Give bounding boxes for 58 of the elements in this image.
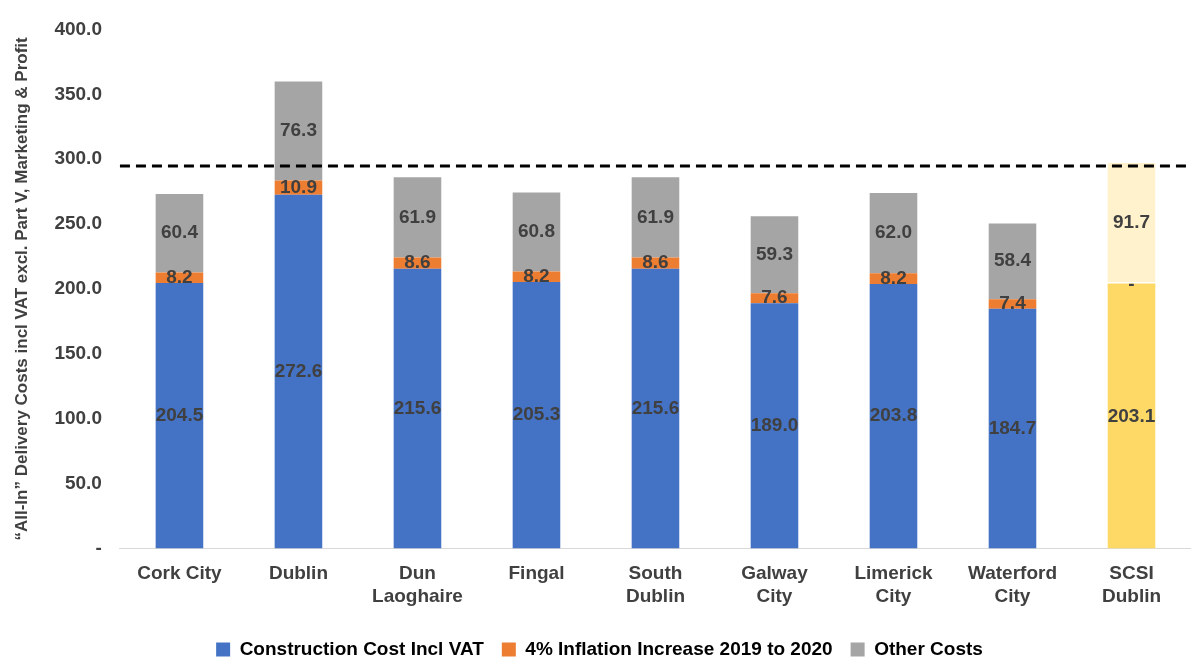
data-label: 59.3	[755, 243, 793, 265]
data-label: 60.4	[160, 221, 199, 243]
bar	[1107, 284, 1156, 549]
data-label: 8.6	[404, 251, 431, 273]
y-tick-label: 250.0	[54, 212, 102, 234]
data-label: 215.6	[393, 396, 442, 418]
x-tick-label: Galway City	[741, 562, 809, 606]
data-label: 272.6	[274, 359, 323, 381]
legend-label: 4% Inflation Increase 2019 to 2020	[525, 637, 833, 659]
y-tick-label: -	[95, 536, 102, 558]
data-label: 203.1	[1107, 404, 1156, 426]
data-label: 58.4	[994, 249, 1032, 271]
data-label: 189.0	[750, 414, 799, 436]
data-label: 91.7	[1113, 210, 1150, 232]
y-tick-label: 300.0	[54, 147, 102, 169]
data-label: 8.2	[523, 264, 550, 286]
bar	[274, 194, 323, 549]
y-tick-label: 350.0	[54, 82, 102, 104]
data-label: 8.2	[880, 266, 907, 288]
bar	[274, 81, 323, 181]
data-label: 184.7	[988, 416, 1037, 438]
data-label: 7.6	[761, 286, 788, 308]
x-tick-label: Limerick City	[854, 562, 933, 606]
bar	[988, 308, 1037, 549]
data-label: 203.8	[869, 404, 918, 426]
x-tick-label: Dun Laoghaire	[372, 562, 463, 606]
bar	[155, 283, 204, 549]
x-tick-label: Fingal	[508, 562, 565, 584]
data-label: 60.8	[517, 220, 555, 242]
y-tick-label: 200.0	[54, 277, 102, 299]
data-label: 62.0	[874, 221, 912, 243]
bar	[512, 282, 561, 549]
x-tick-label: Waterford City	[967, 562, 1058, 606]
data-label: 61.9	[636, 205, 674, 227]
y-tick-label: 50.0	[64, 471, 102, 493]
legend-label: Other Costs	[874, 637, 983, 659]
x-tick-label: Dublin	[268, 562, 329, 584]
data-label: 8.6	[642, 251, 669, 273]
bar	[750, 303, 799, 549]
x-tick-label: South Dublin	[625, 562, 686, 606]
x-tick-label: Cork City	[137, 562, 223, 584]
data-label: 76.3	[279, 119, 317, 141]
data-label: 8.2	[166, 265, 193, 287]
data-label: 205.3	[512, 403, 561, 425]
y-axis-title: “All-In” Delivery Costs incl VAT excl. Part V, Marketing & Profit	[11, 36, 31, 541]
legend-label: Construction Cost Incl VAT	[239, 637, 485, 659]
data-label: 10.9	[279, 175, 317, 197]
x-tick-label: SCSI Dublin	[1101, 562, 1162, 606]
bar	[631, 268, 680, 549]
bar	[393, 268, 442, 549]
data-label: -	[1128, 273, 1135, 295]
data-label: 215.6	[631, 396, 680, 418]
y-tick-label: 100.0	[54, 406, 102, 428]
data-label: 61.9	[398, 205, 436, 227]
y-tick-label: 150.0	[54, 342, 102, 364]
data-label: 204.5	[155, 403, 204, 425]
bar	[869, 283, 918, 549]
y-tick-label: 400.0	[54, 17, 102, 39]
